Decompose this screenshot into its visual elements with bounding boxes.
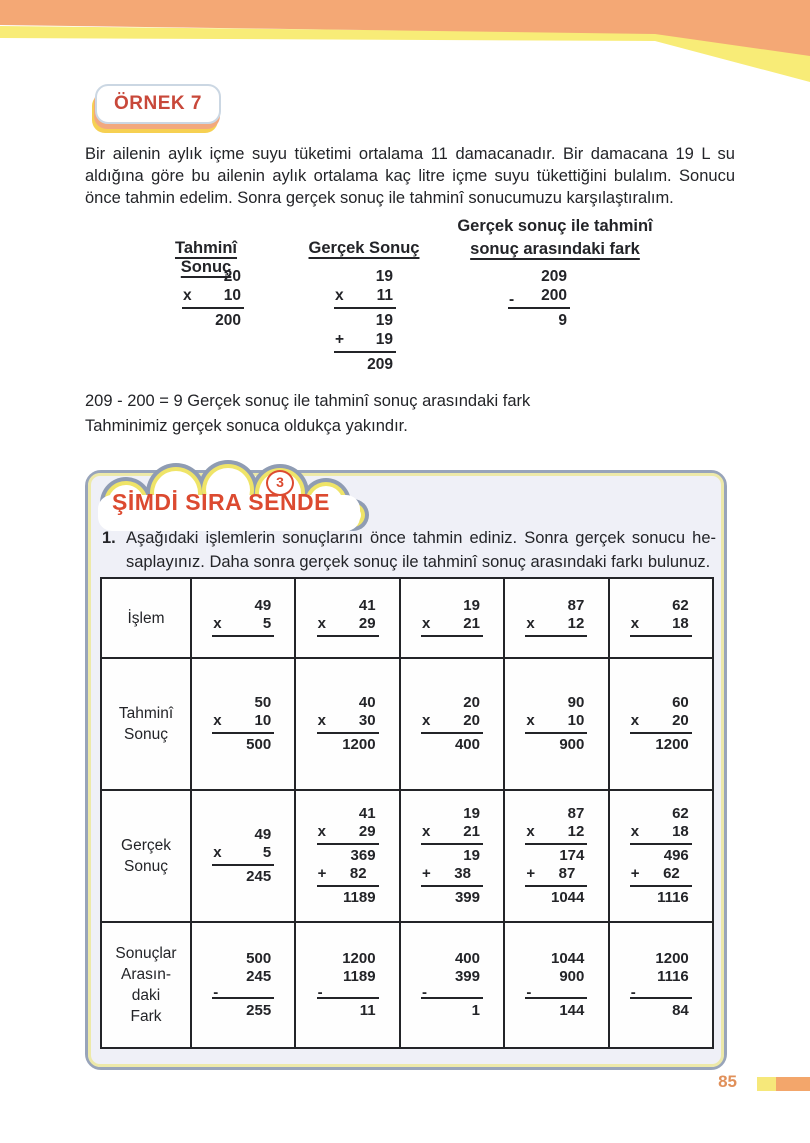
- activity-title: ŞİMDİ SIRA SENDE: [112, 489, 331, 515]
- calc-cell: 40 x 30 1200: [294, 657, 401, 791]
- tahmini-calc-5: 60 x 20 1200: [629, 694, 692, 754]
- calc-cell: 62 x 18 496 +62 1116: [607, 789, 715, 923]
- calc-cell: 41 x 29: [294, 577, 401, 659]
- gercek-calc-3: 19 x 21 19 +38 399: [420, 805, 483, 907]
- actual-result-heading: Gerçek Sonuç: [308, 239, 420, 257]
- estimated-calculation: 20 x 10 200: [182, 267, 244, 330]
- tahmini-calc-2: 40 x 30 1200: [316, 694, 379, 754]
- actual-calculation: 19 x 11 19 +19 209: [334, 267, 396, 374]
- calc-cell: 1200 1116-84: [607, 921, 715, 1049]
- row-label-islem: İşlem: [100, 577, 192, 659]
- activity-panel: 3 ŞİMDİ SIRA SENDE 1. Aşağıdaki işlemler…: [85, 460, 727, 1070]
- calc-cell: 1044 900-144: [503, 921, 610, 1049]
- fark-calc-5: 1200 1116-84: [629, 950, 692, 1020]
- calc-cell: 87 x 12 174 +87 1044: [503, 789, 610, 923]
- page-footer-bar-orange: [776, 1077, 810, 1091]
- table-row-fark: Sonuçlar Arasın- daki Fark 500 245-255 12…: [100, 921, 715, 1049]
- islem-calc-3: 19 x 21: [420, 597, 483, 637]
- question-number: 1.: [102, 529, 116, 547]
- islem-calc-2: 41 x 29: [316, 597, 379, 637]
- example-conclusion: 209 - 200 = 9 Gerçek sonuç ile tahminî s…: [85, 389, 530, 439]
- difference-heading-line2: sonuç arasındaki fark: [470, 240, 640, 258]
- example-worked-solutions: Tahminî Sonuç Gerçek Sonuç Gerçek sonuç …: [85, 215, 735, 387]
- question-text: Aşağıdaki işlemlerin sonuçlarını önce ta…: [126, 526, 716, 574]
- table-row-gercek: Gerçek Sonuç 49 x 5 245 41 x 29 369 +82 1189 19 x…: [100, 789, 715, 923]
- calc-cell: 49 x 5 245: [189, 789, 297, 923]
- islem-calc-4: 87 x 12: [525, 597, 588, 637]
- exercise-table: İşlem 49 x 5 41 x 29 19 x 21 87 x 12 62 x 18 Tahmi…: [100, 577, 715, 1049]
- calc-cell: 41 x 29 369 +82 1189: [294, 789, 401, 923]
- tahmini-calc-3: 20 x 20 400: [420, 694, 483, 754]
- islem-calc-5: 62 x 18: [629, 597, 692, 637]
- row-label-gercek: Gerçek Sonuç: [100, 789, 192, 923]
- calc-cell: 90 x 10 900: [503, 657, 610, 791]
- question-text-line: Aşağıdaki işlemlerin sonuçlarını önce ta…: [126, 529, 716, 547]
- table-row-tahmini: Tahminî Sonuç 50 x 10 500 40 x 30 1200 20 x 20 40…: [100, 657, 715, 791]
- question-text-line: saplayınız. Daha sonra gerçek sonuç ile …: [126, 553, 711, 571]
- fark-calc-3: 400 399-1: [420, 950, 483, 1020]
- calc-cell: 50 x 10 500: [189, 657, 297, 791]
- table-row-islem: İşlem 49 x 5 41 x 29 19 x 21 87 x 12 62 x 18: [100, 577, 715, 659]
- page-number: 85: [718, 1072, 737, 1091]
- cloud-decoration: [98, 460, 369, 531]
- tahmini-calc-4: 90 x 10 900: [525, 694, 588, 754]
- example-intro-text: Bir ailenin aylık içme suyu tüketimi ort…: [85, 143, 735, 209]
- tahmini-calc-1: 50 x 10 500: [212, 694, 275, 754]
- gercek-calc-4: 87 x 12 174 +87 1044: [525, 805, 588, 907]
- row-label-tahmini: Tahminî Sonuç: [100, 657, 192, 791]
- activity-number-badge: 3: [266, 470, 294, 496]
- example-badge: ÖRNEK 7: [95, 84, 221, 124]
- gercek-calc-2: 41 x 29 369 +82 1189: [316, 805, 379, 907]
- calc-cell: 400 399-1: [398, 921, 506, 1049]
- fark-calc-1: 500 245-255: [212, 950, 275, 1020]
- calc-cell: 49 x 5: [189, 577, 297, 659]
- intro-line: önce tahmin edelim. Sonra gerçek sonuç i…: [85, 189, 674, 207]
- fark-calc-2: 1200 1189-11: [316, 950, 379, 1020]
- example-badge-label: ÖRNEK 7: [114, 93, 202, 114]
- calc-cell: 19 x 21 19 +38 399: [398, 789, 506, 923]
- calc-cell: 60 x 20 1200: [607, 657, 715, 791]
- calc-cell: 19 x 21: [398, 577, 506, 659]
- difference-heading-line1: Gerçek sonuç ile tahminî: [457, 217, 653, 235]
- fark-calc-4: 1044 900-144: [525, 950, 588, 1020]
- estimated-result-heading: Tahminî Sonuç: [174, 239, 238, 276]
- difference-calculation: 209-200 9: [508, 267, 570, 330]
- islem-calc-1: 49 x 5: [212, 597, 275, 637]
- conclusion-line2: Tahminimiz gerçek sonuca oldukça yakındı…: [85, 417, 408, 435]
- intro-line: Bir ailenin aylık içme suyu tüketimi ort…: [85, 145, 735, 163]
- calc-cell: 87 x 12: [503, 577, 610, 659]
- page-footer-bar-yellow: [757, 1077, 776, 1091]
- row-label-fark: Sonuçlar Arasın- daki Fark: [100, 921, 192, 1049]
- conclusion-line1: 209 - 200 = 9 Gerçek sonuç ile tahminî s…: [85, 392, 531, 410]
- question-1: 1. Aşağıdaki işlemlerin sonuçlarını önce…: [102, 526, 716, 574]
- calc-cell: 1200 1189-11: [294, 921, 401, 1049]
- calc-cell: 20 x 20 400: [398, 657, 506, 791]
- calc-cell: 62 x 18: [607, 577, 715, 659]
- difference-heading: Gerçek sonuç ile tahminî sonuç arasındak…: [451, 215, 659, 261]
- calc-cell: 500 245-255: [189, 921, 297, 1049]
- gercek-calc-1: 49 x 5 245: [212, 826, 275, 886]
- intro-line: aldığına göre bu ailenin aylık ortalama …: [85, 167, 735, 185]
- gercek-calc-5: 62 x 18 496 +62 1116: [629, 805, 692, 907]
